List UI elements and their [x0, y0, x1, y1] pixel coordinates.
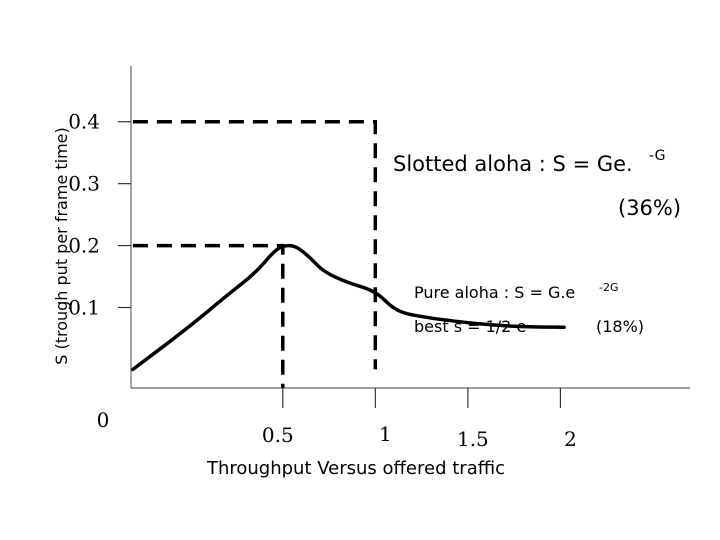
x-tick-label: 1 — [379, 422, 392, 446]
y-tick-label: 0.4 — [68, 110, 100, 134]
y-tick-marks — [118, 121, 131, 309]
slotted-aloha-exponent: -G — [649, 148, 665, 164]
y-tick-label: 0.3 — [68, 172, 100, 196]
reference-line-1 — [132, 119, 378, 370]
x-tick-labels: 0.5 1 1.5 2 — [262, 422, 577, 451]
x-tick-label: 0.5 — [262, 423, 294, 447]
pure-aloha-exponent: -2G — [599, 281, 619, 294]
y-tick-label: 0.1 — [68, 296, 100, 320]
axes — [130, 66, 690, 389]
pure-aloha-best: best s = 1/2 e — [414, 317, 526, 336]
pure-aloha-formula: Pure aloha : S = G.e — [414, 283, 575, 302]
y-tick-labels: 0 0.1 0.2 0.3 0.4 — [68, 110, 109, 432]
pure-aloha-percent: (18%) — [596, 317, 644, 336]
y-tick-label: 0.2 — [68, 234, 100, 258]
series-layer — [131, 243, 566, 372]
series-line-1 — [131, 243, 566, 372]
x-tick-marks — [282, 388, 562, 408]
x-tick-label: 1.5 — [457, 427, 489, 451]
y-tick-label: 0 — [97, 408, 110, 432]
reference-lines — [132, 119, 378, 388]
slotted-aloha-percent: (36%) — [618, 196, 681, 220]
x-axis-label: Throughput Versus offered traffic — [206, 458, 505, 479]
y-axis-label: S (trough put per frame time) — [52, 127, 71, 365]
slotted-aloha-annotation: Slotted aloha : S = Ge. -G (36%) — [393, 148, 681, 220]
x-tick-label: 2 — [564, 427, 577, 451]
slotted-aloha-formula: Slotted aloha : S = Ge. — [393, 152, 633, 176]
pure-aloha-annotation: Pure aloha : S = G.e -2G best s = 1/2 e … — [414, 281, 644, 336]
